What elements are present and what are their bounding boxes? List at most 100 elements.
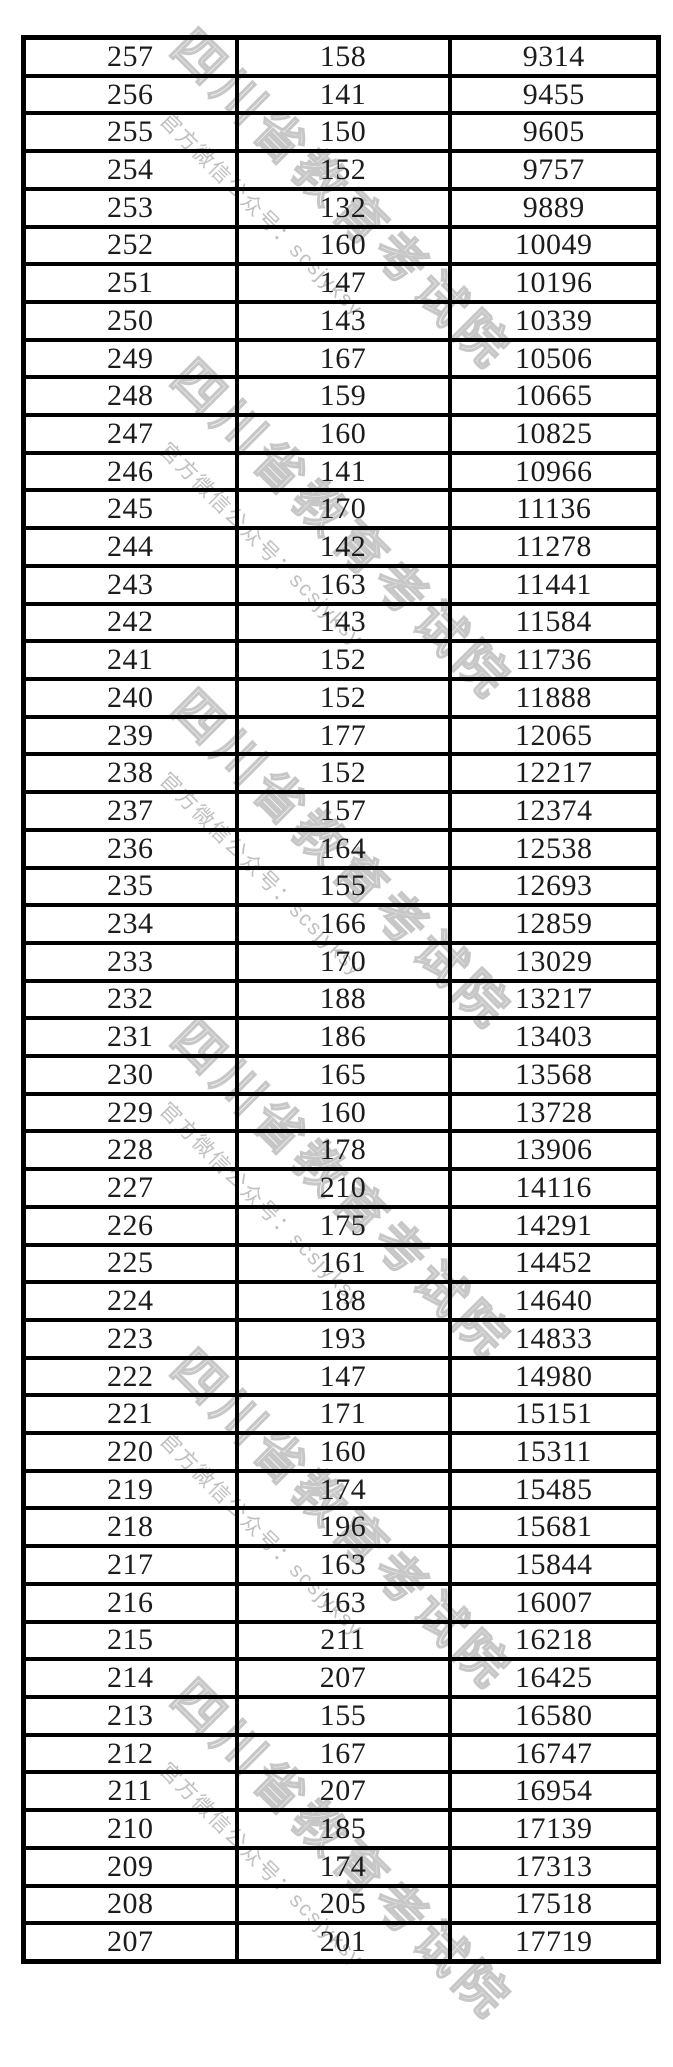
table-cell: 15485 bbox=[447, 1468, 661, 1511]
table-cell: 160 bbox=[234, 224, 452, 267]
table-cell: 15151 bbox=[447, 1393, 661, 1436]
table-row: 240 152 11888 bbox=[21, 677, 661, 719]
table-row: 221 171 15151 bbox=[21, 1393, 661, 1436]
table-cell: 9314 bbox=[447, 35, 661, 78]
table-cell: 15844 bbox=[447, 1544, 661, 1586]
table-cell: 244 bbox=[21, 526, 239, 568]
table-cell: 241 bbox=[21, 639, 239, 681]
table-cell: 177 bbox=[234, 714, 452, 757]
table-cell: 211 bbox=[234, 1619, 452, 1662]
table-row: 211 207 16954 bbox=[21, 1770, 661, 1813]
table-cell: 207 bbox=[21, 1921, 239, 1964]
table-cell: 217 bbox=[21, 1544, 239, 1586]
table-cell: 15681 bbox=[447, 1506, 661, 1549]
table-cell: 132 bbox=[234, 186, 452, 229]
table-cell: 16954 bbox=[447, 1770, 661, 1813]
table-row: 248 159 10665 bbox=[21, 375, 661, 418]
table-cell: 256 bbox=[21, 73, 239, 116]
table-cell: 152 bbox=[234, 752, 452, 795]
table-row: 227 210 14116 bbox=[21, 1167, 661, 1209]
table-cell: 227 bbox=[21, 1167, 239, 1209]
table-cell: 14980 bbox=[447, 1355, 661, 1398]
table-cell: 228 bbox=[21, 1129, 239, 1172]
table-cell: 233 bbox=[21, 940, 239, 983]
table-cell: 218 bbox=[21, 1506, 239, 1549]
table-row: 226 175 14291 bbox=[21, 1204, 661, 1247]
table-cell: 11584 bbox=[447, 601, 661, 644]
table-cell: 221 bbox=[21, 1393, 239, 1436]
table-cell: 178 bbox=[234, 1129, 452, 1172]
table-cell: 249 bbox=[21, 337, 239, 380]
table-row: 234 166 12859 bbox=[21, 903, 661, 945]
table-row: 230 165 13568 bbox=[21, 1054, 661, 1096]
table-cell: 226 bbox=[21, 1204, 239, 1247]
table-row: 214 207 16425 bbox=[21, 1657, 661, 1699]
table-cell: 155 bbox=[234, 865, 452, 908]
table-cell: 142 bbox=[234, 526, 452, 568]
table-row: 244 142 11278 bbox=[21, 526, 661, 568]
table-cell: 164 bbox=[234, 827, 452, 870]
table-cell: 243 bbox=[21, 563, 239, 606]
table-cell: 231 bbox=[21, 1016, 239, 1059]
table-cell: 9889 bbox=[447, 186, 661, 229]
table-cell: 9605 bbox=[447, 111, 661, 154]
table-cell: 150 bbox=[234, 111, 452, 154]
table-row: 245 170 11136 bbox=[21, 488, 661, 531]
table-row: 216 163 16007 bbox=[21, 1581, 661, 1624]
table-cell: 11136 bbox=[447, 488, 661, 531]
table-row: 228 178 13906 bbox=[21, 1129, 661, 1172]
table-cell: 16580 bbox=[447, 1695, 661, 1737]
table-cell: 214 bbox=[21, 1657, 239, 1699]
table-cell: 253 bbox=[21, 186, 239, 229]
table-cell: 13568 bbox=[447, 1054, 661, 1096]
table-cell: 246 bbox=[21, 450, 239, 493]
table-cell: 257 bbox=[21, 35, 239, 78]
table-cell: 13906 bbox=[447, 1129, 661, 1172]
table-cell: 235 bbox=[21, 865, 239, 908]
table-cell: 237 bbox=[21, 790, 239, 832]
table-cell: 17719 bbox=[447, 1921, 661, 1964]
table-cell: 171 bbox=[234, 1393, 452, 1436]
table-cell: 16747 bbox=[447, 1732, 661, 1775]
table-cell: 158 bbox=[234, 35, 452, 78]
table-cell: 157 bbox=[234, 790, 452, 832]
table-row: 229 160 13728 bbox=[21, 1091, 661, 1134]
score-table-body: 257 158 9314 256 141 9455 255 150 9605 254 152 9757… bbox=[21, 35, 661, 1964]
table-row: 222 147 14980 bbox=[21, 1355, 661, 1398]
table-cell: 9455 bbox=[447, 73, 661, 116]
table-cell: 213 bbox=[21, 1695, 239, 1737]
table-cell: 16007 bbox=[447, 1581, 661, 1624]
table-cell: 10825 bbox=[447, 413, 661, 455]
table-row: 213 155 16580 bbox=[21, 1695, 661, 1737]
table-cell: 10196 bbox=[447, 262, 661, 304]
table-cell: 143 bbox=[234, 299, 452, 342]
table-cell: 232 bbox=[21, 978, 239, 1021]
table-cell: 163 bbox=[234, 563, 452, 606]
table-cell: 13728 bbox=[447, 1091, 661, 1134]
table-row: 215 211 16218 bbox=[21, 1619, 661, 1662]
table-cell: 147 bbox=[234, 1355, 452, 1398]
table-row: 243 163 11441 bbox=[21, 563, 661, 606]
table-cell: 14291 bbox=[447, 1204, 661, 1247]
table-cell: 250 bbox=[21, 299, 239, 342]
table-cell: 10339 bbox=[447, 299, 661, 342]
table-cell: 188 bbox=[234, 1280, 452, 1322]
table-row: 239 177 12065 bbox=[21, 714, 661, 757]
table-cell: 251 bbox=[21, 262, 239, 304]
table-cell: 230 bbox=[21, 1054, 239, 1096]
table-cell: 175 bbox=[234, 1204, 452, 1247]
table-cell: 12217 bbox=[447, 752, 661, 795]
table-row: 254 152 9757 bbox=[21, 149, 661, 191]
table-cell: 219 bbox=[21, 1468, 239, 1511]
table-cell: 152 bbox=[234, 639, 452, 681]
table-cell: 240 bbox=[21, 677, 239, 719]
table-cell: 236 bbox=[21, 827, 239, 870]
table-row: 255 150 9605 bbox=[21, 111, 661, 154]
score-table: 257 158 9314 256 141 9455 255 150 9605 254 152 9757… bbox=[21, 35, 661, 1964]
table-cell: 208 bbox=[21, 1883, 239, 1926]
table-cell: 141 bbox=[234, 450, 452, 493]
table-cell: 170 bbox=[234, 940, 452, 983]
table-cell: 16425 bbox=[447, 1657, 661, 1699]
table-cell: 14452 bbox=[447, 1242, 661, 1285]
table-row: 257 158 9314 bbox=[21, 35, 661, 78]
